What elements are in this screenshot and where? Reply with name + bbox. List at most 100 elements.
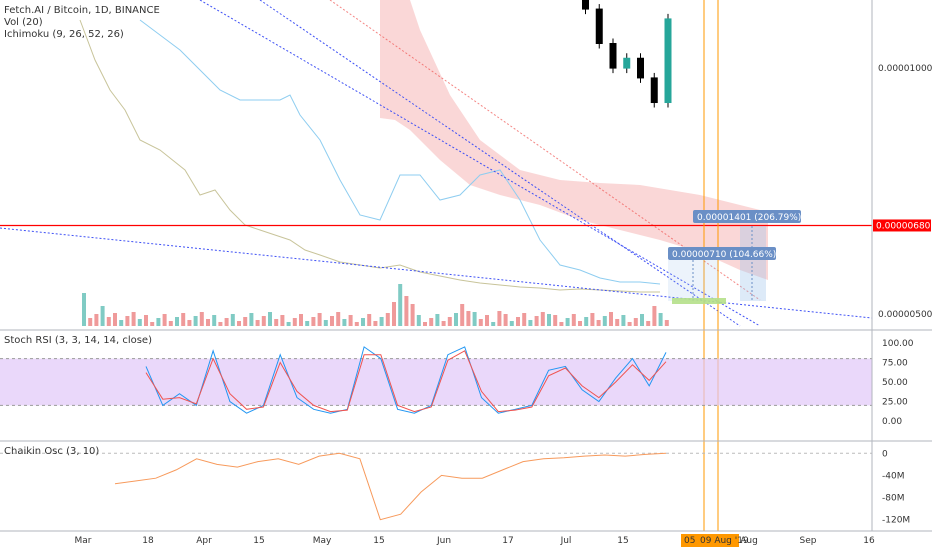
time-tick-label: 15	[617, 536, 628, 546]
volume-bar	[249, 313, 254, 326]
volume-bar	[410, 304, 415, 326]
chaikin-line	[114, 452, 667, 521]
candle-body	[609, 43, 617, 69]
volume-bar	[652, 306, 657, 326]
volume-bar	[578, 321, 582, 326]
symbol-legend[interactable]: Fetch.AI / Bitcoin, 1D, BINANCE	[4, 5, 160, 16]
volume-bar	[664, 320, 669, 326]
volume-bar	[497, 311, 502, 326]
volume-bar	[485, 315, 489, 326]
volume-bar	[547, 314, 551, 326]
ichimoku-cloud	[380, 0, 768, 280]
ichimoku-legend[interactable]: Ichimoku (9, 26, 52, 26)	[4, 29, 124, 40]
volume-bar	[243, 317, 248, 326]
volume-bar	[491, 322, 496, 326]
volume-bar	[466, 311, 471, 326]
volume-bar	[553, 315, 558, 326]
stoch-tick-label: 50.00	[882, 378, 908, 388]
volume-bar	[218, 322, 223, 326]
volume-bar	[255, 320, 260, 326]
volume-bar	[398, 284, 403, 326]
volume-bar	[131, 312, 136, 326]
volume-bar	[237, 321, 241, 326]
chaikin-tick-label: -120M	[882, 516, 910, 526]
volume-bar	[447, 317, 452, 326]
volume-bar	[94, 314, 99, 326]
candle-body	[664, 18, 672, 104]
volume-bar	[100, 306, 105, 326]
volume-bar	[571, 314, 576, 326]
time-tick-label: Mar	[75, 536, 92, 546]
volume-bar	[435, 314, 440, 326]
volume-bar	[602, 316, 607, 326]
chaikin-legend[interactable]: Chaikin Osc (3, 10)	[4, 446, 100, 457]
volume-bar	[181, 313, 186, 326]
candle-body	[623, 57, 631, 69]
volume-bar	[88, 318, 93, 326]
lagging-span	[79, 19, 660, 293]
volume-bar	[261, 316, 266, 326]
volume-bar	[423, 322, 427, 326]
volume-bar	[187, 320, 192, 326]
volume-bar	[528, 320, 533, 326]
volume-bar	[113, 313, 117, 326]
measure-label-bg[interactable]	[668, 247, 776, 260]
volume-bar	[621, 315, 626, 326]
time-tick-label: Sep	[800, 536, 817, 546]
volume-bar	[584, 317, 589, 326]
measure-label[interactable]: 0.00001401 (206.79%) 1401	[697, 213, 827, 223]
stoch-tick-label: 100.00	[882, 339, 914, 349]
candle-body	[650, 77, 658, 104]
volume-bar	[212, 315, 217, 326]
volume-bar	[590, 313, 595, 326]
candle-body	[637, 57, 644, 79]
volume-bar	[633, 318, 638, 326]
vol-legend[interactable]: Vol (20)	[4, 17, 43, 28]
volume-bar	[559, 322, 564, 326]
volume-bar	[268, 312, 272, 326]
volume-bar	[640, 314, 644, 326]
volume-bar	[125, 316, 130, 326]
volume-bar	[385, 313, 390, 326]
price-tick-label: 0.00001000	[878, 64, 932, 74]
volume-bar	[292, 318, 297, 326]
price-level-label-bg	[873, 219, 931, 232]
measure-label[interactable]: 0.00000710 (104.66%) 710	[672, 250, 797, 260]
volume-bar	[609, 312, 613, 326]
volume-bar	[658, 313, 663, 326]
conversion-line	[139, 19, 661, 285]
volume-bar	[646, 321, 651, 326]
volume-bar	[82, 293, 86, 326]
measure-label-bg[interactable]	[693, 210, 801, 223]
stoch-band	[0, 358, 872, 406]
volume-bar	[509, 321, 514, 326]
volume-bar	[379, 317, 384, 326]
time-tick-label: 15	[253, 536, 264, 546]
stoch-rsi-pane[interactable]	[0, 346, 872, 414]
price-tick-label: 0.00000500	[878, 310, 932, 320]
chaikin-tick-label: 0	[882, 449, 888, 459]
volume-bar	[299, 314, 303, 326]
volume-bar	[230, 314, 235, 326]
volume-bar	[224, 318, 229, 326]
volume-bar	[454, 313, 458, 326]
chaikin-pane[interactable]	[0, 452, 872, 521]
stoch-tick-label: 0.00	[882, 417, 902, 427]
volume-bar	[323, 320, 328, 326]
volume-bar	[144, 315, 148, 326]
volume-bar	[286, 322, 291, 326]
volume-bar	[354, 322, 359, 326]
date-highlight-label: 09 Aug '19	[700, 536, 749, 546]
price-level-label: 0.00000680	[876, 221, 931, 231]
volume-bar	[540, 312, 545, 326]
volume-bar	[627, 322, 632, 326]
volume-bar	[150, 322, 155, 326]
volume-bar	[534, 316, 539, 326]
volume-bar	[404, 296, 409, 326]
stoch-k-line	[145, 346, 667, 414]
stoch-legend[interactable]: Stoch RSI (3, 3, 14, 14, close)	[4, 335, 152, 346]
